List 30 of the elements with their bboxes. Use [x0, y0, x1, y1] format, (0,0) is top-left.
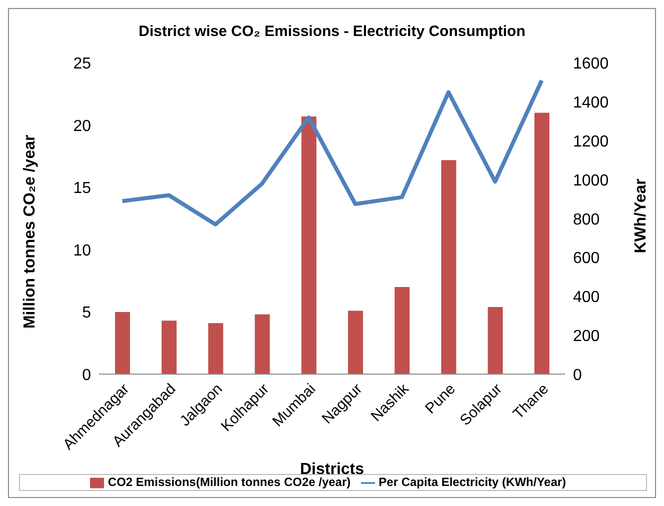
bar [534, 112, 550, 374]
y-tick-label: 10 [73, 242, 92, 260]
bar [254, 314, 270, 374]
bar [162, 320, 177, 374]
y2-tick-label: 1600 [573, 56, 609, 73]
y2-tick-label: 200 [573, 328, 600, 345]
bar [208, 323, 224, 374]
chart-title: District wise CO₂ Emissions - Electricity Consumption [138, 23, 526, 42]
y-tick-label: 20 [73, 118, 92, 135]
y2-tick-label: 800 [573, 211, 600, 228]
y2-tick-label: 1400 [573, 94, 609, 112]
bar [115, 312, 130, 374]
bar [301, 116, 316, 374]
y2-tick-label: 1200 [573, 133, 609, 150]
bar [441, 160, 456, 374]
y2-tick-label: 0 [573, 366, 582, 384]
y2-tick-label: 1000 [573, 172, 609, 190]
y-tick-label: 5 [82, 304, 92, 322]
y2-axis-title: KWh/Year [632, 178, 650, 254]
y2-tick-label: 600 [573, 250, 600, 268]
y-tick-label: 15 [73, 180, 92, 198]
line-series [120, 78, 544, 226]
bar [394, 287, 410, 374]
y-tick-label: 25 [73, 56, 92, 73]
bar [348, 310, 363, 374]
y-tick-label: 0 [82, 366, 92, 384]
bar [488, 306, 503, 374]
y2-tick-label: 400 [573, 289, 600, 306]
legend-label: Per Capita Electricity (KWh/Year) [378, 475, 566, 490]
y-axis-title: Million tonnes CO₂e /year [22, 134, 39, 329]
